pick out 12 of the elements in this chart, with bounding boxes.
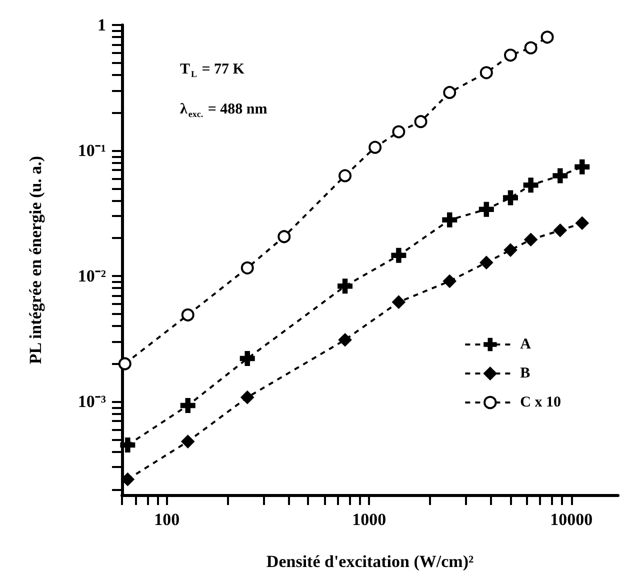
legend-label: B [520, 366, 530, 382]
x-tick-label: 10000 [550, 510, 593, 529]
legend-label: C x 10 [520, 394, 562, 410]
y-tick-label: 10⁻³ [78, 392, 106, 412]
x-axis-title: Densité d'excitation (W/cm)² [266, 552, 474, 571]
x-tick-label: 100 [154, 510, 180, 529]
y-axis-title: PL intégrée en énergie (u. a.) [26, 156, 45, 364]
y-tick-label: 10⁻¹ [78, 141, 106, 160]
legend-label: A [520, 336, 532, 352]
y-tick-label: 10⁻² [78, 266, 106, 286]
y-tick-label: 1 [98, 16, 106, 34]
x-tick-label: 1000 [352, 510, 386, 529]
